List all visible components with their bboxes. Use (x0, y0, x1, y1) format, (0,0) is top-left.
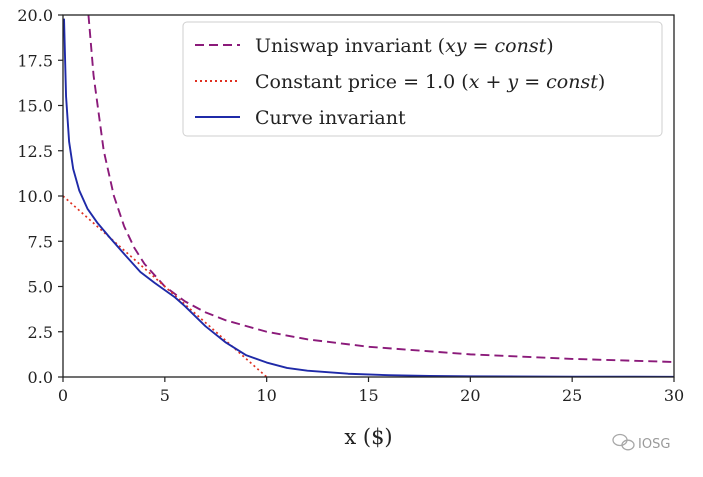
legend-label: Uniswap invariant (xy = const) (255, 35, 554, 57)
legend-label-math: xy = const (445, 35, 547, 57)
watermark-text: IOSG (638, 437, 670, 452)
y-tick-label: 20.0 (17, 6, 53, 25)
x-tick-label: 20 (460, 386, 480, 405)
y-tick-label: 12.5 (17, 142, 53, 161)
legend-label: Curve invariant (255, 107, 406, 129)
legend-label-text: Curve invariant (255, 107, 406, 129)
x-tick-label: 10 (256, 386, 276, 405)
series-line-uniswap-invariant (87, 15, 674, 363)
y-tick-label: 17.5 (17, 51, 53, 70)
y-tick-label: 10.0 (17, 187, 53, 206)
legend-box (182, 21, 663, 137)
y-tick-label: 15.0 (17, 97, 53, 116)
legend-label-tail: ) (598, 71, 605, 93)
legend-label-math: x + y = const (469, 71, 599, 93)
y-axis-ticks: 0.0 2.5 5.0 7.5 10.0 12.5 15.0 17.5 20.0 (17, 6, 63, 387)
x-tick-label: 30 (664, 386, 684, 405)
y-tick-label: 5.0 (28, 278, 53, 297)
legend: Uniswap invariant (xy = const)Constant p… (182, 21, 663, 137)
legend-label: Constant price = 1.0 (x + y = const) (255, 71, 605, 93)
wechat-icon (612, 433, 635, 451)
x-tick-label: 5 (160, 386, 170, 405)
legend-label-text: Uniswap invariant ( (255, 35, 445, 57)
x-tick-label: 25 (562, 386, 582, 405)
y-tick-label: 2.5 (28, 323, 53, 342)
y-tick-label: 0.0 (28, 368, 53, 387)
y-tick-label: 7.5 (28, 232, 53, 251)
x-tick-label: 0 (58, 386, 68, 405)
legend-label-tail: ) (546, 35, 553, 57)
series-line-constant-price-1-0 (63, 195, 268, 377)
x-axis-ticks: 0 5 10 15 20 25 30 (58, 377, 684, 405)
watermark: IOSG (612, 433, 670, 452)
plot-frame (62, 14, 675, 378)
x-axis-title: x ($) (344, 425, 392, 449)
series-layer (63, 15, 674, 377)
series-line-curve-invariant (63, 18, 674, 377)
x-tick-label: 15 (358, 386, 378, 405)
legend-label-text: Constant price = 1.0 ( (255, 71, 469, 93)
